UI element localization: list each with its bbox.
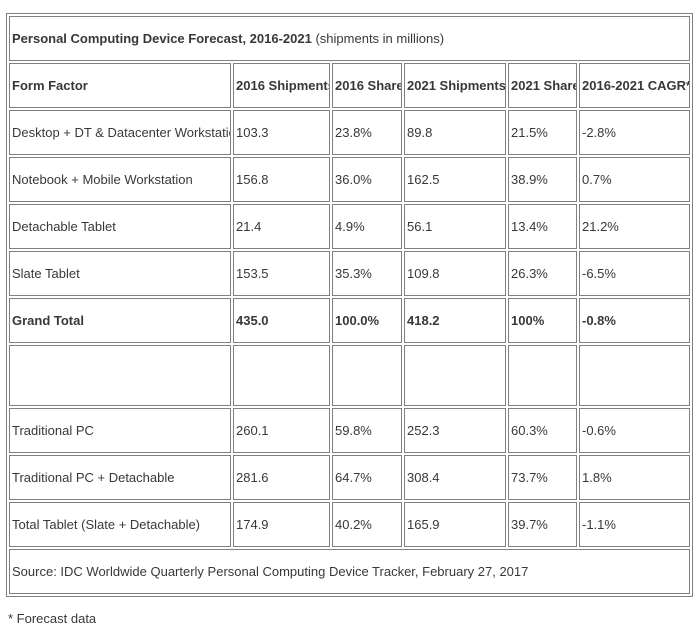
table-cell: 36.0%	[332, 157, 402, 202]
table-cell: Total Tablet (Slate + Detachable)	[9, 502, 231, 547]
table-cell: 418.2	[404, 298, 506, 343]
table-cell: 162.5	[404, 157, 506, 202]
table-cell: -6.5%	[579, 251, 690, 296]
empty-cell	[404, 345, 506, 406]
table-cell: 60.3%	[508, 408, 577, 453]
table-cell: 56.1	[404, 204, 506, 249]
table-cell: 0.7%	[579, 157, 690, 202]
table-title-cell: Personal Computing Device Forecast, 2016…	[9, 16, 690, 61]
table-cell: 260.1	[233, 408, 330, 453]
table-cell: Slate Tablet	[9, 251, 231, 296]
table-cell: 40.2%	[332, 502, 402, 547]
forecast-table: Personal Computing Device Forecast, 2016…	[6, 13, 693, 597]
table-cell: 21.4	[233, 204, 330, 249]
table-row-total-tablet: Total Tablet (Slate + Detachable) 174.9 …	[9, 502, 690, 547]
table-row-empty	[9, 345, 690, 406]
table-cell: Traditional PC	[9, 408, 231, 453]
table-cell: 35.3%	[332, 251, 402, 296]
table-row-notebook: Notebook + Mobile Workstation 156.8 36.0…	[9, 157, 690, 202]
table-source-row: Source: IDC Worldwide Quarterly Personal…	[9, 549, 690, 594]
table-cell: Traditional PC + Detachable	[9, 455, 231, 500]
table-cell: 100.0%	[332, 298, 402, 343]
source-note: Source: IDC Worldwide Quarterly Personal…	[9, 549, 690, 594]
table-cell: 435.0	[233, 298, 330, 343]
empty-cell	[579, 345, 690, 406]
page-title-suffix: (shipments in millions)	[311, 31, 445, 46]
column-header-cagr: 2016-2021 CAGR*	[579, 63, 690, 108]
table-cell: Detachable Tablet	[9, 204, 231, 249]
table-cell: 21.5%	[508, 110, 577, 155]
table-cell: 281.6	[233, 455, 330, 500]
table-cell: 23.8%	[332, 110, 402, 155]
empty-cell	[233, 345, 330, 406]
empty-cell	[508, 345, 577, 406]
column-header-form-factor: Form Factor	[9, 63, 231, 108]
table-cell: 1.8%	[579, 455, 690, 500]
table-cell: Desktop + DT & Datacenter Workstation	[9, 110, 231, 155]
table-row-grand-total: Grand Total 435.0 100.0% 418.2 100% -0.8…	[9, 298, 690, 343]
table-cell: 252.3	[404, 408, 506, 453]
table-row-traditional-pc: Traditional PC 260.1 59.8% 252.3 60.3% -…	[9, 408, 690, 453]
table-cell: Grand Total	[9, 298, 231, 343]
table-cell: 174.9	[233, 502, 330, 547]
table-cell: 89.8	[404, 110, 506, 155]
table-cell: -1.1%	[579, 502, 690, 547]
table-cell: 39.7%	[508, 502, 577, 547]
column-header-2021-shipments: 2021 Shipments*	[404, 63, 506, 108]
table-cell: 64.7%	[332, 455, 402, 500]
table-cell: 13.4%	[508, 204, 577, 249]
table-cell: -0.6%	[579, 408, 690, 453]
table-cell: 38.9%	[508, 157, 577, 202]
table-row-slate-tablet: Slate Tablet 153.5 35.3% 109.8 26.3% -6.…	[9, 251, 690, 296]
empty-cell	[9, 345, 231, 406]
table-cell: 59.8%	[332, 408, 402, 453]
table-cell: 26.3%	[508, 251, 577, 296]
empty-cell	[332, 345, 402, 406]
column-header-2016-share: 2016 Share	[332, 63, 402, 108]
footnote: * Forecast data	[8, 611, 97, 626]
table-cell: 100%	[508, 298, 577, 343]
table-cell: 109.8	[404, 251, 506, 296]
table-row-traditional-pc-detachable: Traditional PC + Detachable 281.6 64.7% …	[9, 455, 690, 500]
table-cell: 4.9%	[332, 204, 402, 249]
table-cell: -0.8%	[579, 298, 690, 343]
table-row-detachable-tablet: Detachable Tablet 21.4 4.9% 56.1 13.4% 2…	[9, 204, 690, 249]
table-cell: 21.2%	[579, 204, 690, 249]
page-title: Personal Computing Device Forecast, 2016…	[12, 31, 312, 46]
table-row-desktop: Desktop + DT & Datacenter Workstation 10…	[9, 110, 690, 155]
column-header-2021-share: 2021 Share*	[508, 63, 577, 108]
table-cell: 165.9	[404, 502, 506, 547]
table-cell: 308.4	[404, 455, 506, 500]
table-cell: Notebook + Mobile Workstation	[9, 157, 231, 202]
table-cell: 73.7%	[508, 455, 577, 500]
table-header-row: Form Factor 2016 Shipments 2016 Share 20…	[9, 63, 690, 108]
column-header-2016-shipments: 2016 Shipments	[233, 63, 330, 108]
table-cell: 156.8	[233, 157, 330, 202]
table-cell: -2.8%	[579, 110, 690, 155]
table-title-row: Personal Computing Device Forecast, 2016…	[9, 16, 690, 61]
table-cell: 153.5	[233, 251, 330, 296]
table-cell: 103.3	[233, 110, 330, 155]
